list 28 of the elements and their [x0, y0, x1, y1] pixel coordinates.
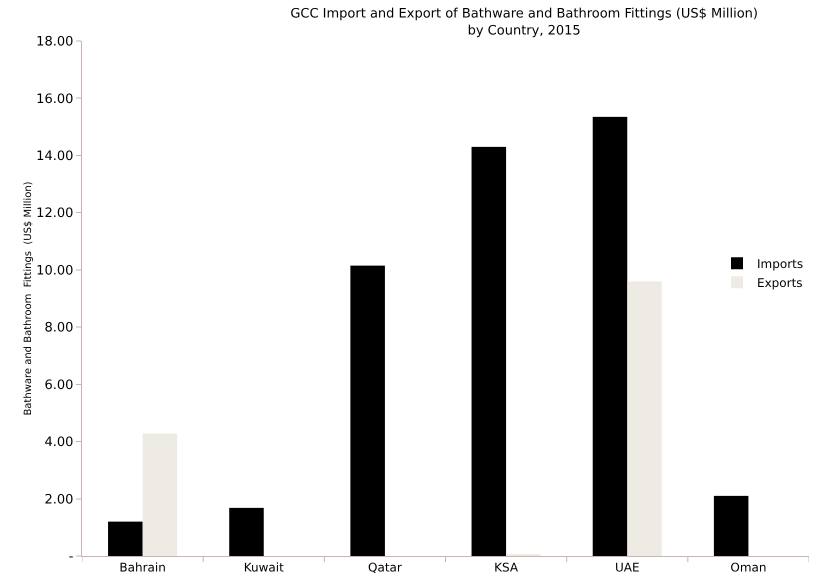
x-tick-label: UAE [614, 560, 640, 574]
bar [714, 496, 748, 556]
legend-label: Exports [757, 276, 803, 290]
y-tick-label: 10.00 [36, 263, 74, 278]
y-tick-label: 8.00 [44, 320, 74, 336]
bar [142, 434, 178, 556]
y-tick-label: 16.00 [36, 92, 74, 107]
y-tick-label: 6.00 [44, 378, 74, 393]
y-tick-label: 14.00 [36, 148, 74, 164]
legend-label: Imports [757, 256, 804, 271]
x-tick-label: KSA [494, 560, 519, 574]
bar [108, 522, 143, 556]
y-tick-label: 4.00 [44, 435, 74, 450]
x-tick-label: Oman [730, 560, 766, 574]
bar [592, 116, 628, 556]
chart-title: GCC Import and Export of Bathware and Bathroom Fittings (US$ Million) by Country, 2015 [290, 6, 758, 38]
bar [472, 146, 506, 556]
bar [627, 281, 662, 556]
y-tick-label: 12.00 [36, 206, 74, 222]
bar [350, 266, 385, 556]
bar [229, 508, 264, 556]
y-tick-label: 2.00 [44, 492, 74, 508]
y-axis-title: Bathware and Bathroom Fittings (US$ Million) [23, 181, 34, 416]
x-tick-label: Kuwait [244, 560, 284, 574]
x-tick-label: Bahrain [119, 560, 166, 574]
y-tick-label: - [68, 550, 74, 565]
y-tick-label: 18.00 [36, 34, 74, 50]
x-tick-label: Qatar [368, 560, 402, 574]
